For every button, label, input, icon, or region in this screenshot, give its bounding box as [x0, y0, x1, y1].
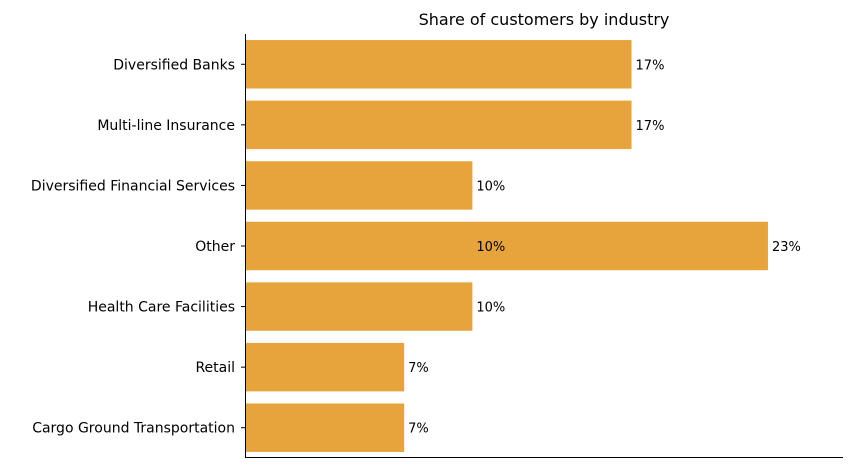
bar-cargo-ground-transportation	[246, 403, 405, 452]
bar-other	[246, 221, 768, 271]
y-tick-label: Cargo Ground Transportation	[32, 421, 235, 437]
chart-title: Share of customers by industry	[419, 10, 670, 29]
y-tick-label: Health Care Facilities	[88, 300, 235, 316]
y-tick-label: Retail	[195, 360, 235, 376]
data-label: 17%	[636, 58, 665, 73]
bar-multi-line-insurance	[246, 100, 632, 150]
bar-diversified-banks	[246, 40, 632, 89]
bar-health-care-facilities	[246, 282, 473, 331]
data-label: 23%	[772, 240, 801, 255]
data-label: 7%	[408, 361, 429, 376]
y-tick-label: Diversified Financial Services	[31, 178, 235, 194]
data-label: 10%	[476, 301, 505, 316]
y-tick-label: Other	[195, 239, 235, 255]
data-label: 17%	[636, 119, 665, 134]
overlay-data-label: 10%	[476, 240, 505, 255]
data-label: 7%	[408, 422, 429, 437]
bar-diversified-financial-services	[246, 161, 473, 210]
y-tick-label: Multi-line Insurance	[97, 118, 235, 134]
data-labels-group: 17% 17% 10% 23% 10% 7% 7% 10%	[408, 58, 801, 436]
bar-retail	[246, 342, 405, 392]
data-label: 10%	[476, 179, 505, 194]
y-ticks-group: Diversified Banks Multi-line Insurance Div…	[31, 57, 245, 437]
bars-group	[246, 40, 768, 452]
y-tick-label: Diversified Banks	[113, 57, 235, 73]
